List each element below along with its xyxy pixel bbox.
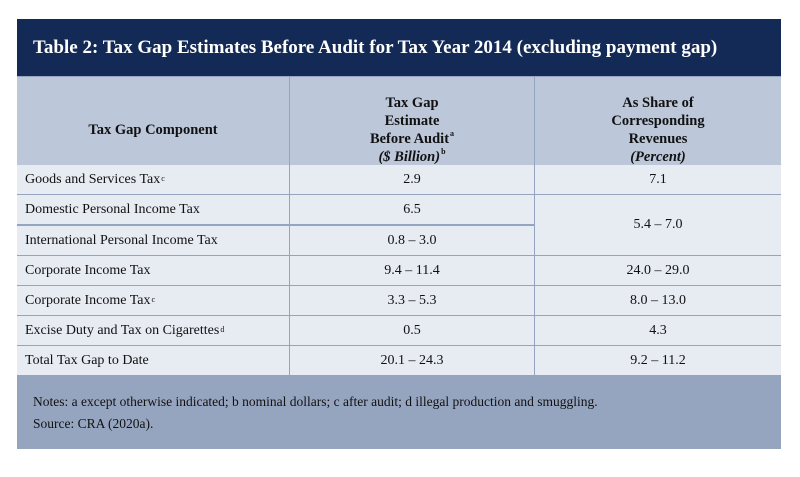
table-row-5-component: Excise Duty and Tax on Cigarettes d	[17, 316, 289, 345]
table-row-4-share: 8.0 – 13.0	[535, 286, 781, 315]
header-share-line2: Corresponding	[611, 112, 705, 129]
table-row-5-share: 4.3	[535, 316, 781, 345]
table-row-3-component: Corporate Income Tax	[17, 256, 289, 285]
header-share-line1: As Share of	[622, 94, 694, 111]
header-estimate-line3-text: Before Audit	[369, 130, 450, 147]
header-share-unit: (Percent)	[630, 148, 686, 165]
table-notes: Notes: a except otherwise indicated; b n…	[33, 391, 598, 435]
table-row-6-estimate: 20.1 – 24.3	[290, 346, 534, 375]
row-4-component-text: Corporate Income Tax	[25, 292, 151, 308]
header-estimate-line3: Before Audita	[369, 128, 455, 148]
table-row-0-share: 7.1	[535, 165, 781, 194]
table-row-3-share: 24.0 – 29.0	[535, 256, 781, 285]
header-component-label: Tax Gap Component	[88, 121, 218, 138]
table-row-2-estimate: 0.8 – 3.0	[290, 226, 534, 255]
header-estimate-sup-b: b	[441, 146, 446, 156]
header-estimate-sup-a: a	[450, 128, 455, 138]
notes-text: Notes: a except otherwise indicated; b n…	[33, 394, 598, 409]
table-row-2-component: International Personal Income Tax	[17, 226, 289, 255]
table-row-1-estimate: 6.5	[290, 195, 534, 224]
header-estimate-line4: ($ Billion)b	[370, 146, 454, 166]
tax-gap-table: Table 2: Tax Gap Estimates Before Audit …	[17, 19, 781, 449]
table-row-4-estimate: 3.3 – 5.3	[290, 286, 534, 315]
header-component: Tax Gap Component	[17, 77, 289, 182]
row-0-component-text: Goods and Services Tax	[25, 171, 161, 187]
table-title: Table 2: Tax Gap Estimates Before Audit …	[17, 19, 781, 76]
table-row-0-component: Goods and Services Tax c	[17, 165, 289, 194]
table-row-5-estimate: 0.5	[290, 316, 534, 345]
table-row-6-share: 9.2 – 11.2	[535, 346, 781, 375]
table-row-1-share: 5.4 – 7.0	[535, 195, 781, 255]
row-5-component-text: Excise Duty and Tax on Cigarettes	[25, 322, 220, 338]
table-row-0-estimate: 2.9	[290, 165, 534, 194]
header-estimate-unit: ($ Billion)	[378, 148, 441, 165]
header-share-line3: Revenues	[628, 130, 688, 147]
header-estimate-line2: Estimate	[384, 112, 440, 129]
table-row-6-component: Total Tax Gap to Date	[17, 346, 289, 375]
header-estimate-line1: Tax Gap	[385, 94, 439, 111]
header-share: As Share of Corresponding Revenues (Perc…	[535, 77, 781, 182]
table-row-1-component: Domestic Personal Income Tax	[17, 195, 289, 224]
source-text: Source: CRA (2020a).	[33, 416, 154, 431]
header-share-line4: (Percent)	[611, 148, 704, 166]
table-row-4-component: Corporate Income Tax c	[17, 286, 289, 315]
table-row-3-estimate: 9.4 – 11.4	[290, 256, 534, 285]
header-estimate: Tax Gap Estimate Before Audita ($ Billio…	[290, 77, 534, 182]
